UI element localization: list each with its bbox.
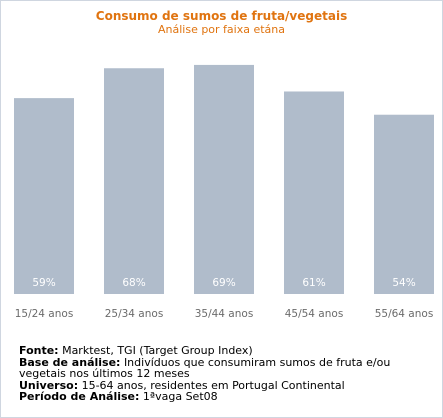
category-label-1: 15/24 anos [15,308,74,320]
bar-1 [14,98,74,295]
note-period-label: Período de Análise: [19,390,140,403]
note-base-label: Base de análise: [19,355,121,369]
value-label-3: 69% [212,277,235,289]
category-label-5: 55/64 anos [375,308,434,320]
value-label-2: 68% [122,277,145,289]
value-label-4: 61% [302,277,325,289]
value-label-1: 59% [32,277,55,289]
note-source: Fonte: Marktest, TGI (Target Group Index… [19,345,439,357]
note-period-text: 1ªvaga Set08 [142,390,218,403]
note-universe-text: 15-64 anos, residentes em Portugal Conti… [81,378,345,392]
bar-2 [104,68,164,295]
note-base: Base de análise: Indivíduos que consumir… [19,355,439,380]
note-period: Período de Análise: 1ªvaga Set08 [19,391,439,403]
category-label-2: 25/34 anos [105,308,164,320]
note-universe: Universo: 15-64 anos, residentes em Port… [19,378,439,392]
note-universe-label: Universo: [19,378,79,392]
note-source-text: Marktest, TGI (Target Group Index) [62,344,253,357]
bar-4 [284,91,344,294]
category-label-4: 45/54 anos [285,308,344,320]
chart-title: Consumo de sumos de fruta/vegetais [95,9,348,23]
chart-subtitle: Análise por faixa etána [157,23,286,36]
note-base-text: Indivíduos que consumiram sumos de fruta… [19,355,391,380]
category-label-3: 35/44 anos [195,308,254,320]
bar-5 [374,114,434,294]
chart-notes: Fonte: Marktest, TGI (Target Group Index… [19,345,439,403]
bar-chart: 59% 15/24 anos 68% 25/34 anos 69% 35/44 anos 6… [14,64,434,320]
value-label-5: 54% [392,277,415,289]
bar-3 [194,64,254,294]
note-source-label: Fonte: [19,344,59,357]
